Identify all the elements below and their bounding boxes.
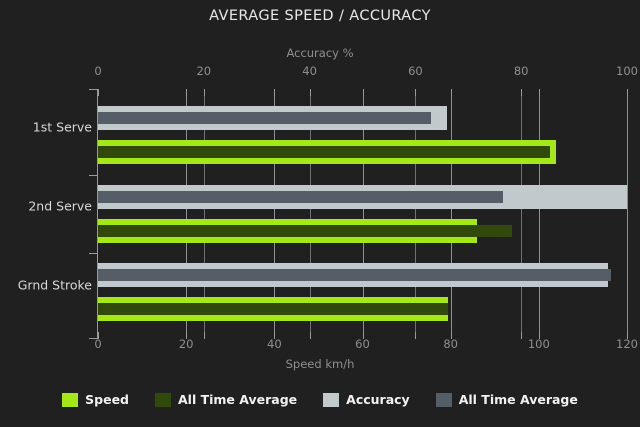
tick-mark-accuracy	[203, 89, 205, 96]
tick-label-accuracy: 20	[196, 64, 212, 78]
tick-mark-speed-upper	[362, 89, 364, 96]
legend-item[interactable]: Speed	[62, 392, 129, 407]
tick-mark-speed-upper	[450, 89, 452, 96]
tick-label-speed: 40	[267, 337, 282, 351]
bar-accuracy-all-time-average	[98, 269, 612, 282]
legend-swatch-icon	[155, 392, 171, 407]
legend-swatch-icon	[323, 392, 340, 407]
category-label: Grnd Stroke	[17, 277, 92, 293]
category-separator-tick	[89, 174, 98, 176]
tick-mark-speed	[538, 332, 540, 339]
tick-label-speed: 0	[94, 337, 102, 351]
tick-mark-speed	[362, 332, 364, 339]
tick-label-speed: 120	[616, 337, 638, 351]
bottom-axis-title: Speed km/h	[285, 357, 355, 371]
tick-mark-speed-upper	[627, 89, 628, 96]
tick-label-speed: 80	[443, 337, 458, 351]
tick-label-accuracy: 100	[616, 64, 638, 78]
gridline-speed	[362, 96, 364, 332]
tick-label-accuracy: 80	[513, 64, 529, 78]
gridline-speed	[450, 96, 452, 332]
gridline-speed	[627, 96, 628, 332]
tick-label-accuracy: 0	[94, 64, 102, 78]
y-axis-spine	[97, 89, 98, 339]
tick-mark-speed	[274, 332, 276, 339]
top-axis-title: Accuracy %	[286, 46, 354, 60]
bar-accuracy-all-time-average	[98, 190, 503, 203]
legend-label: Speed	[85, 392, 129, 407]
tick-label-speed: 60	[355, 337, 370, 351]
tick-mark-accuracy	[309, 89, 311, 96]
tick-label-speed: 100	[527, 337, 550, 351]
bottom-axis-corner-stub	[89, 338, 98, 339]
tick-mark-accuracy-lower	[627, 332, 628, 339]
tick-label-speed: 20	[178, 337, 194, 351]
gridline-accuracy	[521, 96, 523, 332]
tick-mark-accuracy-lower	[203, 332, 205, 339]
tick-mark-accuracy-lower	[521, 332, 523, 339]
legend-label: All Time Average	[458, 392, 578, 407]
legend-item[interactable]: All Time Average	[155, 392, 297, 407]
tick-mark-speed-upper	[538, 89, 540, 96]
legend-swatch-icon	[62, 392, 79, 407]
plot-area	[98, 96, 628, 332]
tick-label-accuracy: 40	[302, 64, 317, 78]
category-label: 2nd Serve	[28, 198, 92, 214]
top-axis-corner-stub	[89, 89, 98, 90]
tick-mark-accuracy-lower	[415, 332, 417, 339]
tick-mark-speed	[186, 332, 188, 339]
tick-mark-accuracy-lower	[309, 332, 311, 339]
gridline-speed	[274, 96, 276, 332]
bar-speed-all-time-average	[98, 303, 449, 316]
bar-speed-all-time-average	[98, 224, 513, 237]
tick-mark-speed	[450, 332, 452, 339]
legend-swatch-icon	[435, 392, 452, 407]
gridline-accuracy	[309, 96, 311, 332]
tick-mark-speed-upper	[98, 89, 99, 96]
chart-legend: Speed All Time Average Accuracy All Time Av…	[0, 392, 640, 407]
legend-label: Accuracy	[346, 392, 410, 407]
legend-label: All Time Average	[178, 392, 298, 407]
category-label: 1st Serve	[32, 119, 92, 135]
chart-title: AVERAGE SPEED / ACCURACY	[209, 8, 431, 24]
tick-mark-accuracy	[521, 89, 523, 96]
gridline-speed	[186, 96, 188, 332]
bar-accuracy-all-time-average	[98, 112, 432, 124]
legend-item[interactable]: Accuracy	[323, 392, 410, 407]
tick-mark-accuracy	[415, 89, 417, 96]
gridline-accuracy	[203, 96, 205, 332]
tick-mark-accuracy-lower	[98, 332, 99, 339]
legend-item[interactable]: All Time Average	[435, 392, 578, 407]
gridline-speed	[538, 96, 540, 332]
gridline-accuracy	[415, 96, 417, 332]
category-separator-tick	[89, 253, 98, 255]
bar-speed-all-time-average	[98, 146, 550, 158]
tick-mark-speed-upper	[186, 89, 188, 96]
tick-mark-speed-upper	[274, 89, 276, 96]
tick-label-accuracy: 60	[408, 64, 423, 78]
